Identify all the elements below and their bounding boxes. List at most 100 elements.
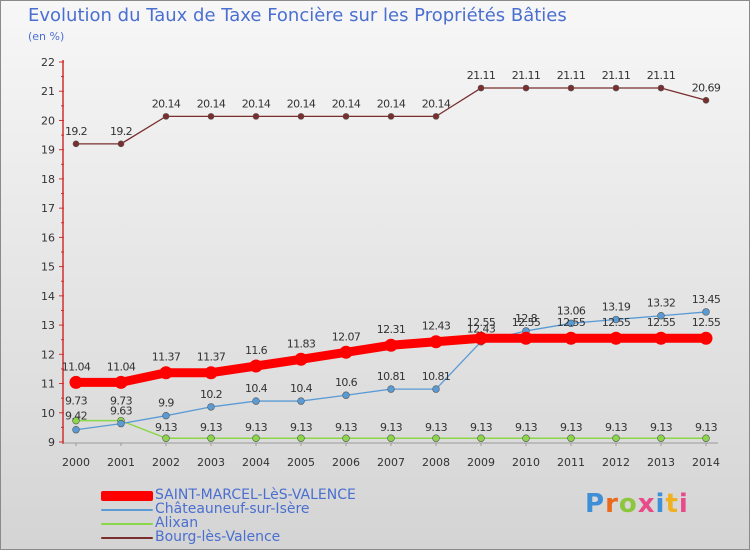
data-label: 21.11 — [467, 69, 496, 82]
legend-label: Châteauneuf-sur-Isère — [155, 501, 310, 517]
data-label: 13.19 — [602, 301, 631, 314]
y-tick-label: 21 — [41, 85, 55, 98]
data-label: 21.11 — [602, 69, 631, 82]
data-label: 9.13 — [380, 421, 403, 434]
data-point — [114, 375, 128, 389]
x-tick-label: 2013 — [647, 456, 675, 469]
data-label: 10.4 — [245, 382, 268, 395]
y-tick-label: 12 — [41, 348, 55, 361]
data-label: 13.06 — [557, 304, 586, 317]
data-label: 9.13 — [470, 421, 493, 434]
y-tick-label: 9 — [48, 436, 55, 449]
data-point — [567, 84, 575, 92]
data-label: 12.55 — [512, 316, 541, 329]
data-label: 12.55 — [647, 316, 676, 329]
legend-swatch — [101, 490, 153, 501]
data-label: 21.11 — [557, 69, 586, 82]
data-label: 9.13 — [605, 421, 628, 434]
data-label: 10.81 — [377, 370, 406, 383]
data-point — [117, 419, 125, 428]
y-tick-label: 19 — [41, 144, 55, 157]
data-point — [657, 84, 665, 92]
data-label: 9.9 — [158, 397, 174, 410]
x-tick-label: 2000 — [62, 456, 90, 469]
data-point — [297, 434, 305, 442]
data-point — [297, 397, 305, 405]
data-label: 9.13 — [200, 421, 223, 434]
data-point — [564, 331, 578, 345]
data-point — [519, 331, 533, 345]
data-label: 11.37 — [152, 351, 181, 364]
y-tick-label: 17 — [41, 202, 55, 215]
data-label: 13.45 — [692, 293, 721, 306]
data-point — [567, 434, 575, 442]
x-tick-label: 2001 — [107, 456, 135, 469]
chart-unit: (en %) — [28, 30, 65, 43]
logo-letter: i — [655, 489, 666, 519]
data-point — [429, 335, 443, 349]
legend-swatch — [101, 536, 153, 539]
data-label: 10.6 — [335, 376, 358, 389]
data-point — [207, 113, 215, 120]
data-label: 12.55 — [557, 316, 586, 329]
data-label: 9.63 — [110, 405, 133, 418]
x-tick-label: 2009 — [467, 456, 495, 469]
y-tick-label: 10 — [41, 407, 55, 420]
data-label: 11.04 — [107, 360, 136, 373]
data-point — [207, 403, 215, 411]
data-label: 11.83 — [287, 337, 316, 350]
logo-letter: i — [678, 489, 689, 519]
data-point — [384, 338, 398, 352]
data-point — [252, 397, 260, 405]
data-point — [249, 359, 263, 373]
y-tick-label: 13 — [41, 319, 55, 332]
legend-label: Bourg-lès-Valence — [155, 529, 281, 545]
x-tick-label: 2014 — [692, 456, 720, 469]
data-label: 20.14 — [377, 97, 406, 110]
data-point — [477, 434, 485, 442]
data-point — [657, 312, 665, 320]
data-point — [72, 426, 80, 434]
data-point — [474, 331, 488, 345]
data-label: 21.11 — [512, 69, 541, 82]
data-point — [252, 113, 260, 120]
y-tick-label: 16 — [41, 231, 55, 244]
data-label: 20.14 — [152, 97, 181, 110]
legend-item: Bourg-lès-Valence — [101, 530, 280, 545]
data-label: 12.31 — [377, 323, 406, 336]
data-label: 20.14 — [422, 97, 451, 110]
legend-label: SAINT-MARCEL-LèS-VALENCE — [155, 487, 356, 503]
data-point — [387, 385, 395, 393]
data-label: 20.69 — [692, 81, 721, 94]
data-label: 10.4 — [290, 382, 313, 395]
data-label: 9.13 — [515, 421, 538, 434]
data-point — [252, 434, 260, 442]
data-point — [702, 308, 710, 316]
data-point — [339, 345, 353, 359]
y-tick-label: 18 — [41, 173, 55, 186]
data-point — [69, 375, 83, 389]
data-point — [432, 385, 440, 393]
data-point — [432, 113, 440, 120]
data-label: 20.14 — [287, 97, 316, 110]
data-label: 9.13 — [245, 421, 268, 434]
data-label: 9.42 — [65, 410, 87, 423]
data-label: 12.55 — [467, 316, 496, 329]
data-point — [432, 434, 440, 442]
logo-letter: o — [618, 489, 638, 519]
data-label: 9.13 — [425, 421, 448, 434]
data-point — [609, 331, 623, 345]
y-tick-label: 14 — [41, 290, 55, 303]
data-point — [612, 434, 620, 442]
data-label: 9.13 — [335, 421, 358, 434]
data-label: 12.43 — [467, 323, 496, 336]
y-tick-label: 20 — [41, 114, 55, 127]
data-label: 19.2 — [110, 125, 132, 138]
y-tick-label: 22 — [41, 56, 55, 69]
data-point — [567, 319, 575, 328]
data-point — [477, 84, 485, 92]
data-label: 9.73 — [110, 395, 133, 408]
data-label: 9.73 — [65, 395, 88, 408]
legend-item: Alixan — [101, 516, 198, 531]
data-point — [162, 411, 170, 420]
